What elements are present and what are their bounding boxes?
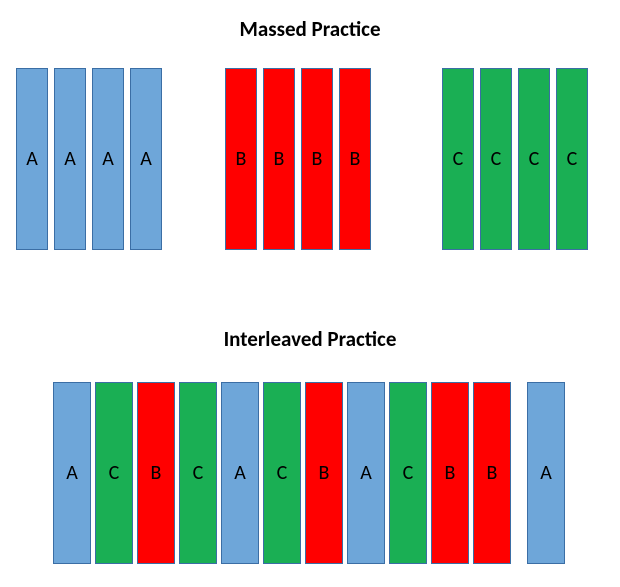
bar: C: [389, 382, 427, 564]
bar: A: [527, 382, 565, 564]
bar-label: C: [567, 147, 578, 171]
title-interleaved-practice: Interleaved Practice: [0, 326, 620, 352]
bar: B: [339, 68, 371, 250]
bar-label: B: [319, 461, 330, 485]
bar-label: B: [445, 461, 456, 485]
bar: A: [53, 382, 91, 564]
bar-label: A: [102, 147, 114, 171]
bar-label: C: [491, 147, 502, 171]
bar: B: [431, 382, 469, 564]
bar: A: [221, 382, 259, 564]
bar: C: [518, 68, 550, 250]
bar: A: [130, 68, 162, 250]
bar-label: A: [140, 147, 152, 171]
bar: B: [263, 68, 295, 250]
bar-label: A: [540, 461, 552, 485]
title-massed-practice: Massed Practice: [0, 16, 620, 42]
bar-label: A: [234, 461, 246, 485]
bar: C: [480, 68, 512, 250]
bar-label: C: [109, 461, 120, 485]
bar: C: [556, 68, 588, 250]
bar: C: [95, 382, 133, 564]
bar-label: A: [360, 461, 372, 485]
bar: B: [305, 382, 343, 564]
bar: C: [442, 68, 474, 250]
bar: C: [179, 382, 217, 564]
bar-label: A: [26, 147, 38, 171]
bar: A: [16, 68, 48, 250]
bar: A: [347, 382, 385, 564]
bar-label: C: [529, 147, 540, 171]
bar-label: B: [274, 147, 285, 171]
bar: C: [263, 382, 301, 564]
bar-label: B: [487, 461, 498, 485]
bar-label: B: [236, 147, 247, 171]
bar-label: A: [64, 147, 76, 171]
bar: B: [137, 382, 175, 564]
bar-label: C: [453, 147, 464, 171]
bar-label: B: [151, 461, 162, 485]
diagram-root: Massed Practice A A A A B B B B C C C C Interleaved…: [0, 0, 620, 587]
bar: B: [301, 68, 333, 250]
bar-label: A: [66, 461, 78, 485]
bar-label: B: [350, 147, 361, 171]
bar-label: C: [193, 461, 204, 485]
bar: B: [473, 382, 511, 564]
bar-label: B: [312, 147, 323, 171]
bar-label: C: [403, 461, 414, 485]
bar: B: [225, 68, 257, 250]
bar: A: [54, 68, 86, 250]
bar-label: C: [277, 461, 288, 485]
bar: A: [92, 68, 124, 250]
